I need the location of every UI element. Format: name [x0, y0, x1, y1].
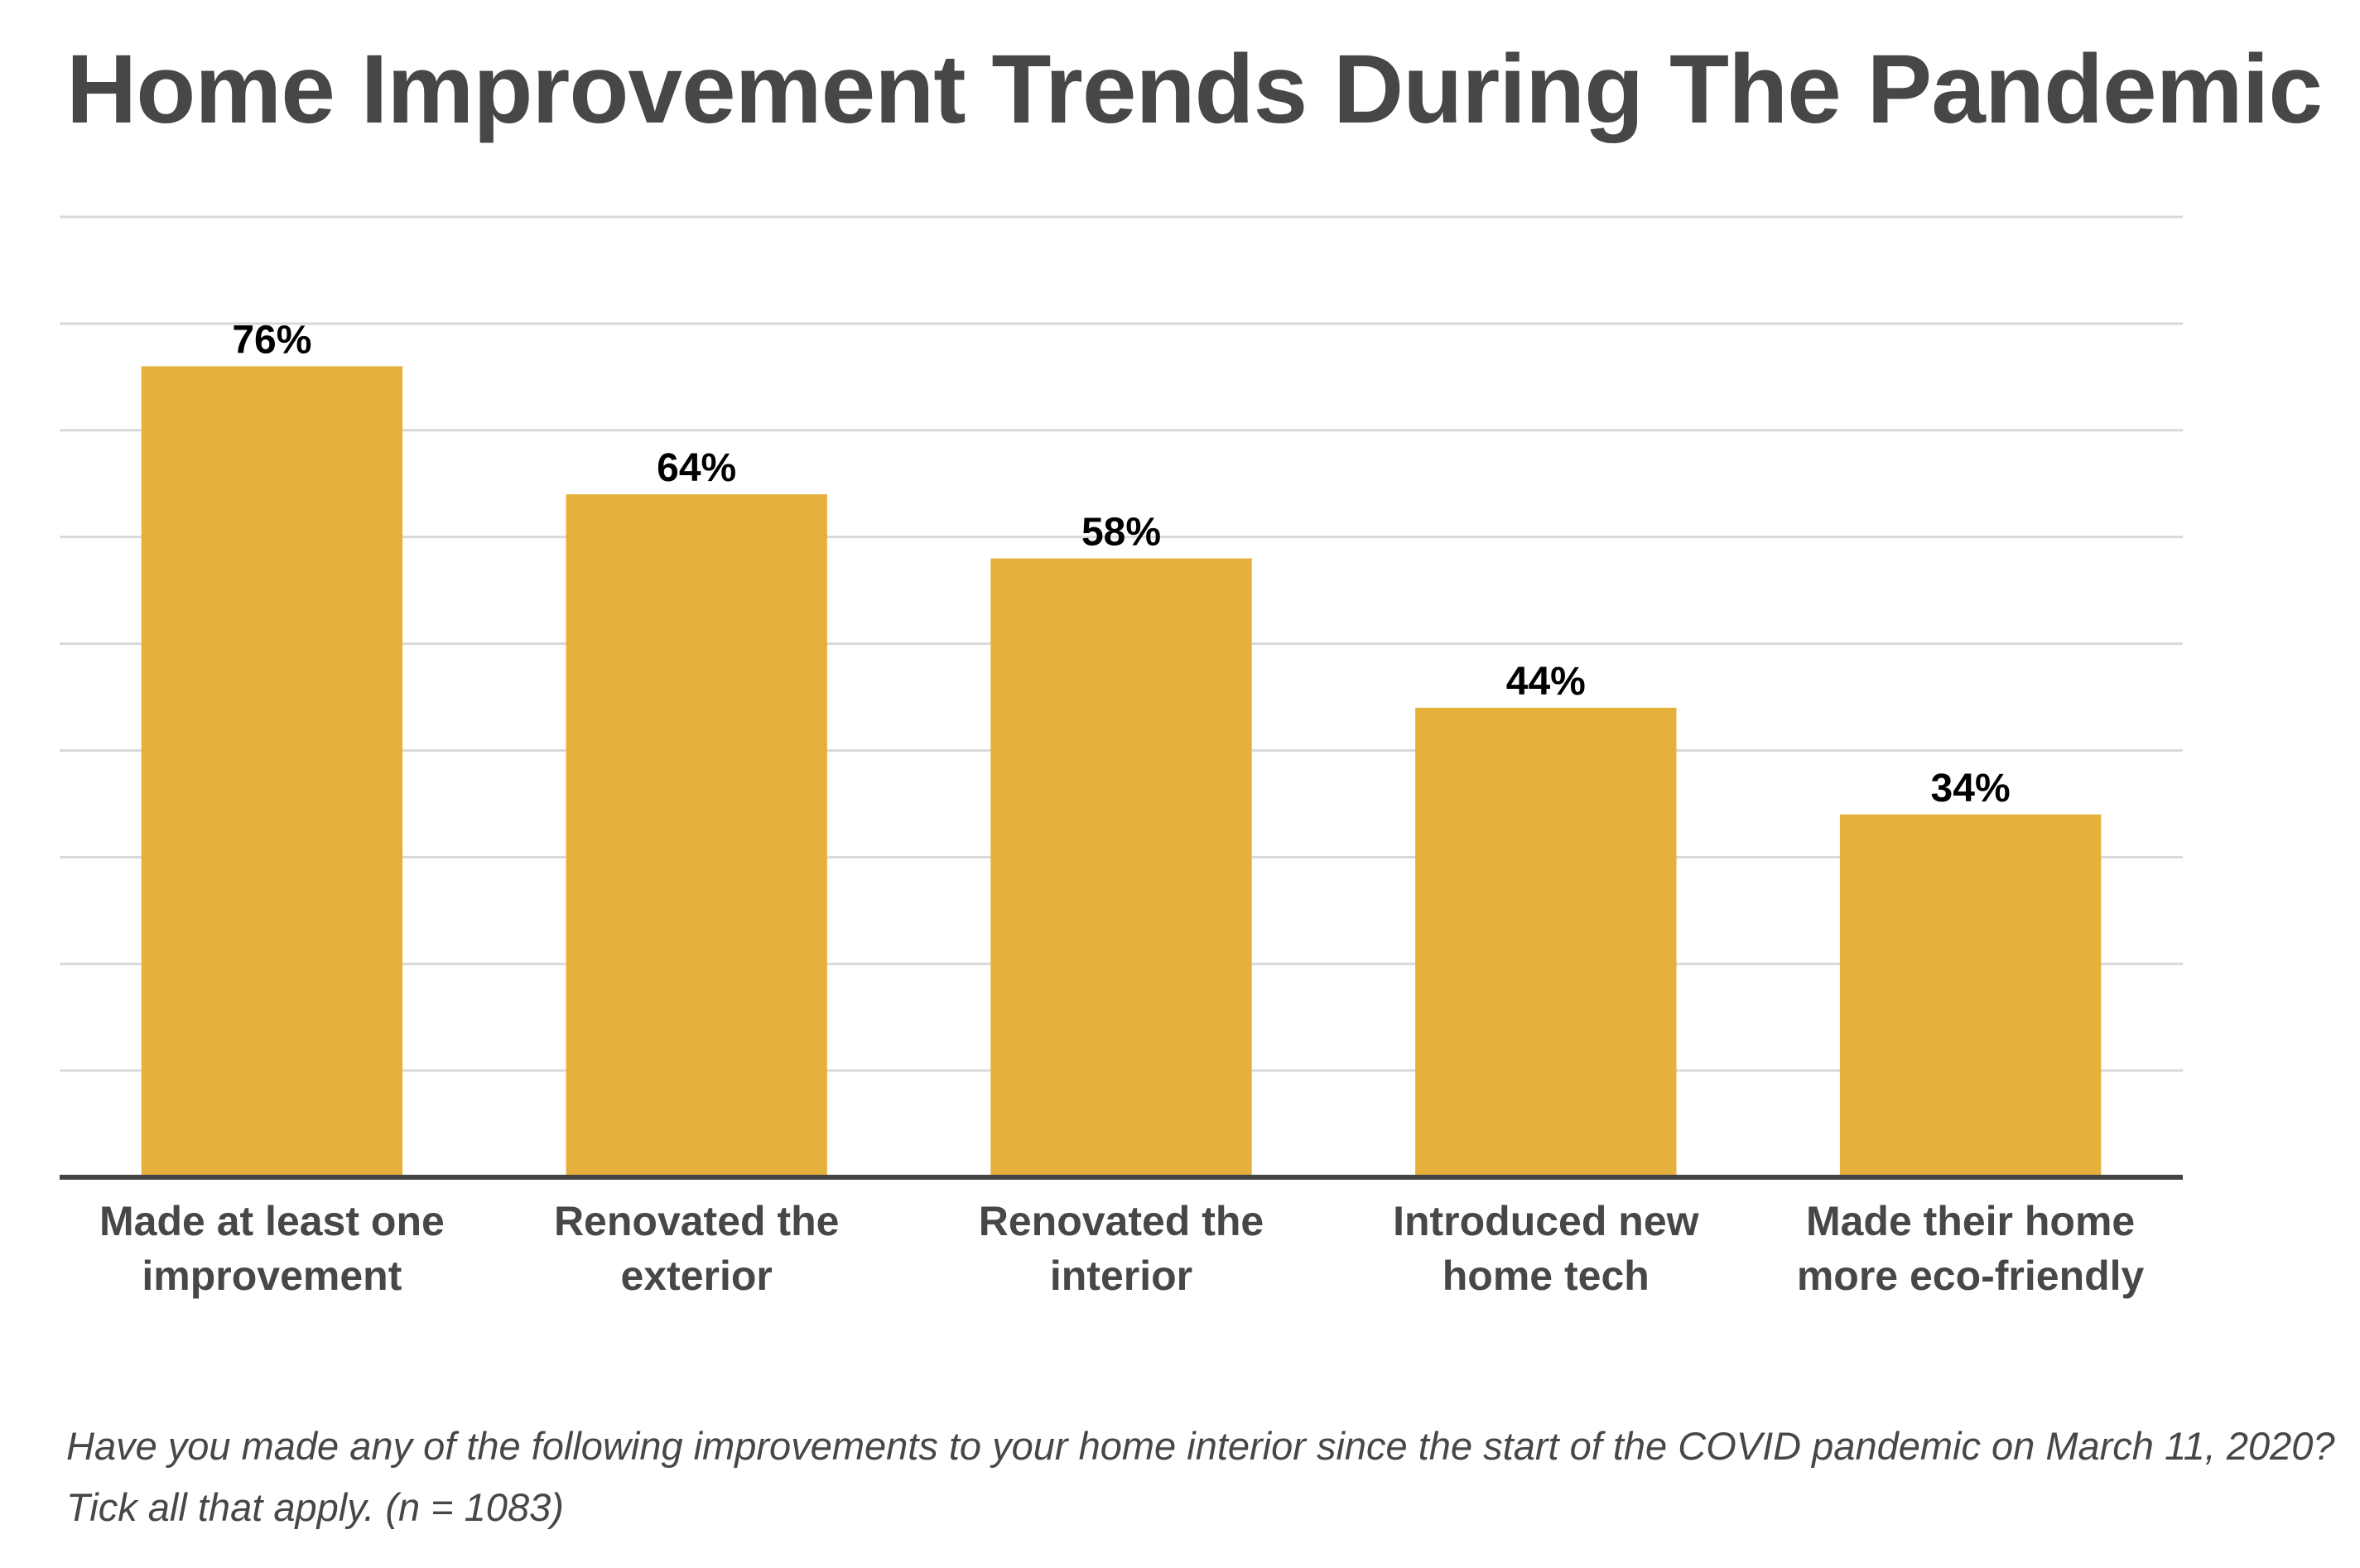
bar	[1415, 707, 1677, 1177]
x-tick-label-line: improvement	[142, 1253, 402, 1299]
bar	[566, 494, 827, 1177]
bar-value-label: 44%	[1506, 660, 1586, 704]
bar	[141, 366, 403, 1177]
bars	[141, 366, 2102, 1177]
x-tick-label-line: exterior	[620, 1253, 772, 1299]
x-tick-label: Renovated the exterior	[554, 1198, 840, 1299]
x-axis: Made at least one improvement Renovated th…	[60, 1175, 2183, 1299]
x-tick-label-line: interior	[1050, 1253, 1192, 1299]
x-tick-label-line: home tech	[1442, 1253, 1650, 1299]
bar	[1839, 814, 2102, 1177]
x-tick-label-line: Made their home	[1806, 1198, 2135, 1244]
x-tick-label-line: Renovated the	[979, 1198, 1264, 1244]
x-tick-label: Made at least one improvement	[99, 1198, 445, 1299]
x-tick-label: Introduced new home tech	[1393, 1198, 1699, 1299]
x-tick-label-line: more eco-friendly	[1797, 1253, 2145, 1299]
survey-question-caption: Have you made any of the following impro…	[66, 1424, 2335, 1529]
bar-value-label: 58%	[1081, 510, 1161, 554]
data-labels: 76% 64% 58% 44% 34%	[232, 318, 2010, 810]
bar-value-label: 34%	[1931, 767, 2011, 810]
bar	[990, 558, 1252, 1177]
bar-value-label: 76%	[232, 318, 311, 362]
x-tick-label: Made their home more eco-friendly	[1797, 1198, 2145, 1299]
x-tick-label-line: Introduced new	[1393, 1198, 1699, 1244]
chart-title: Home Improvement Trends During The Pande…	[66, 35, 2323, 144]
x-tick-label-line: Renovated the	[554, 1198, 840, 1244]
x-tick-label: Renovated the interior	[979, 1198, 1264, 1299]
x-tick-label-line: Made at least one	[99, 1198, 445, 1244]
bar-value-label: 64%	[657, 446, 736, 490]
